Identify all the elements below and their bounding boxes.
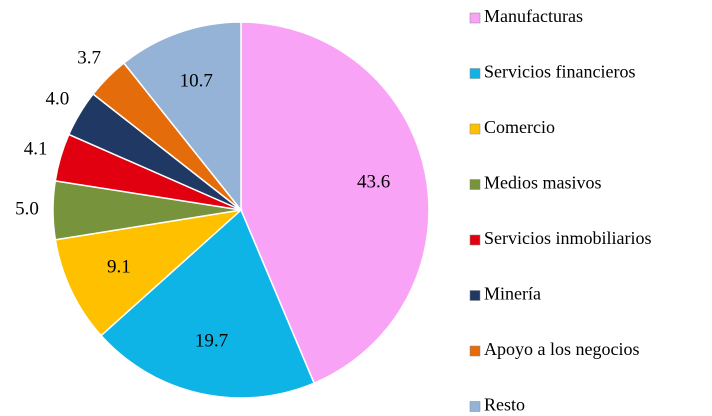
legend-swatch xyxy=(469,179,481,190)
pie-slice xyxy=(122,21,242,213)
legend-swatch xyxy=(469,401,481,412)
legend-label: Apoyo a los negocios xyxy=(484,339,639,359)
data-label: 10.7 xyxy=(180,71,213,92)
data-label: 43.6 xyxy=(357,172,390,193)
legend-label: Resto xyxy=(484,395,525,415)
legend-label: Servicios financieros xyxy=(484,62,635,82)
legend-label: Servicios inmobiliarios xyxy=(484,228,651,248)
data-label: 4.0 xyxy=(46,88,70,109)
legend-swatch xyxy=(469,12,481,24)
pie-slice xyxy=(54,208,244,337)
legend-swatch xyxy=(469,234,481,246)
pie-slice xyxy=(99,208,316,399)
legend-label: Medios masivos xyxy=(484,173,602,193)
legend-swatch xyxy=(469,123,481,135)
legend-label: Minería xyxy=(484,284,541,304)
legend-swatch xyxy=(469,345,481,357)
data-label: 3.7 xyxy=(77,48,101,69)
legend-swatch xyxy=(469,68,481,79)
data-label: 9.1 xyxy=(107,257,131,278)
data-label: 19.7 xyxy=(195,330,228,351)
data-label: 4.1 xyxy=(24,138,48,159)
legend-label: Manufacturas xyxy=(484,6,583,26)
legend-label: Comercio xyxy=(484,117,555,137)
data-label: 5.0 xyxy=(15,199,39,220)
legend-swatch xyxy=(469,290,481,301)
pie-slice xyxy=(240,21,430,385)
